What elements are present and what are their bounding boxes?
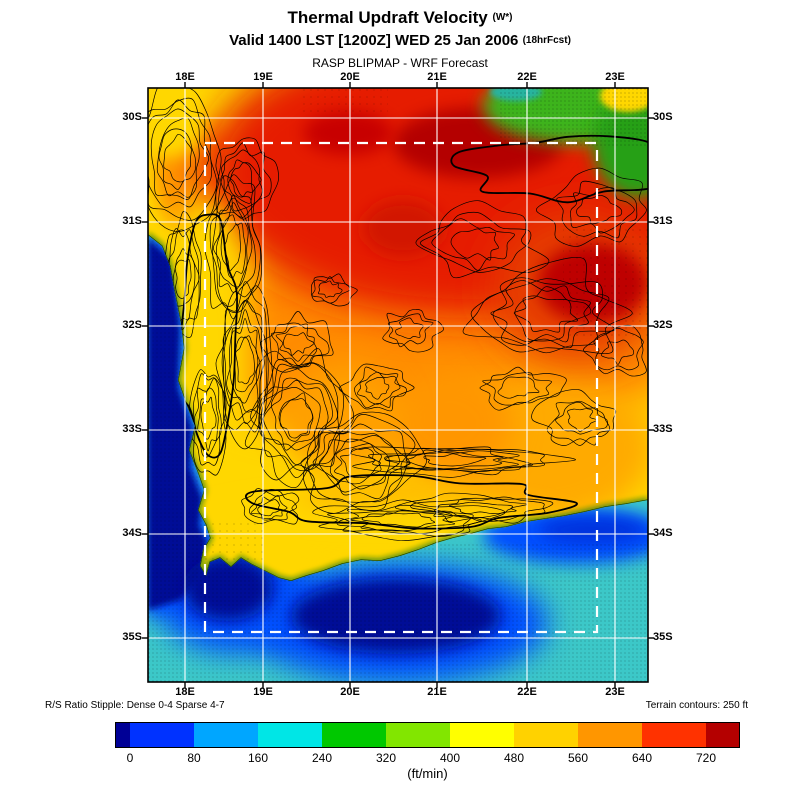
lat-label-left: 34S xyxy=(122,527,142,539)
valid-time-line: Valid 1400 LST [1200Z] WED 25 Jan 2006 (… xyxy=(0,32,800,49)
colorbar-cell xyxy=(194,723,258,747)
chart-title: Thermal Updraft Velocity (W*) xyxy=(0,8,800,28)
colorbar-tick-label: 320 xyxy=(375,751,397,765)
title-text: Thermal Updraft Velocity xyxy=(287,8,488,27)
lat-label-right: 34S xyxy=(653,527,673,539)
lon-label-top: 21E xyxy=(427,71,447,83)
model-source: RASP BLIPMAP - WRF Forecast xyxy=(312,56,488,70)
colorbar-cell xyxy=(386,723,450,747)
lon-label-bottom: 20E xyxy=(340,686,360,698)
lat-label-left: 33S xyxy=(122,423,142,435)
valid-time-text: Valid 1400 LST [1200Z] WED 25 Jan 2006 xyxy=(229,32,519,49)
lat-label-right: 33S xyxy=(653,423,673,435)
map-canvas xyxy=(142,82,654,688)
colorbar-tick-label: 400 xyxy=(439,751,461,765)
lat-label-right: 35S xyxy=(653,631,673,643)
lon-label-top: 20E xyxy=(340,71,360,83)
colorbar-cell xyxy=(450,723,514,747)
colorbar-cell xyxy=(258,723,322,747)
colorbar-tick-label: 160 xyxy=(247,751,269,765)
lat-label-right: 32S xyxy=(653,319,673,331)
colorbar-tick-label: 480 xyxy=(503,751,525,765)
lon-label-bottom: 22E xyxy=(517,686,537,698)
latlon-grid xyxy=(148,88,648,682)
colorbar-cell xyxy=(706,723,739,747)
title-units-suffix: (W*) xyxy=(492,12,513,23)
axis-ticks xyxy=(142,82,654,688)
lat-label-left: 31S xyxy=(122,215,142,227)
lon-label-bottom: 23E xyxy=(605,686,625,698)
colorbar-units-label: (ft/min) xyxy=(407,766,448,781)
lon-label-top: 18E xyxy=(175,71,195,83)
map-frame xyxy=(147,87,649,683)
lat-label-right: 31S xyxy=(653,215,673,227)
colorbar-tick-label: 720 xyxy=(695,751,717,765)
colorbar-tick-label: 640 xyxy=(631,751,653,765)
lon-label-top: 23E xyxy=(605,71,625,83)
stipple-note: R/S Ratio Stipple: Dense 0-4 Sparse 4-7 xyxy=(45,700,225,711)
ocean-layer xyxy=(148,228,648,682)
forecast-hour: (18hrFcst) xyxy=(522,35,571,46)
lat-label-right: 30S xyxy=(653,111,673,123)
lon-label-top: 22E xyxy=(517,71,537,83)
lat-label-left: 32S xyxy=(122,319,142,331)
colorbar-cell xyxy=(116,723,130,747)
colorbar-cell xyxy=(130,723,194,747)
lon-label-bottom: 21E xyxy=(427,686,447,698)
colorbar-cell xyxy=(514,723,578,747)
lon-label-bottom: 18E xyxy=(175,686,195,698)
map-field xyxy=(148,88,648,682)
colorbar xyxy=(115,722,740,748)
colorbar-tick-label: 240 xyxy=(311,751,333,765)
colorbar-cell xyxy=(578,723,642,747)
colorbar-cell xyxy=(642,723,706,747)
lon-label-bottom: 19E xyxy=(253,686,273,698)
colorbar-tick-label: 0 xyxy=(126,751,134,765)
colorbar-tick-label: 560 xyxy=(567,751,589,765)
lon-label-top: 19E xyxy=(253,71,273,83)
inner-domain-box xyxy=(203,141,599,634)
colorbar-tick-label: 80 xyxy=(187,751,201,765)
lat-label-left: 35S xyxy=(122,631,142,643)
lat-label-left: 30S xyxy=(122,111,142,123)
terrain-note: Terrain contours: 250 ft xyxy=(645,700,748,711)
colorbar-cell xyxy=(322,723,386,747)
